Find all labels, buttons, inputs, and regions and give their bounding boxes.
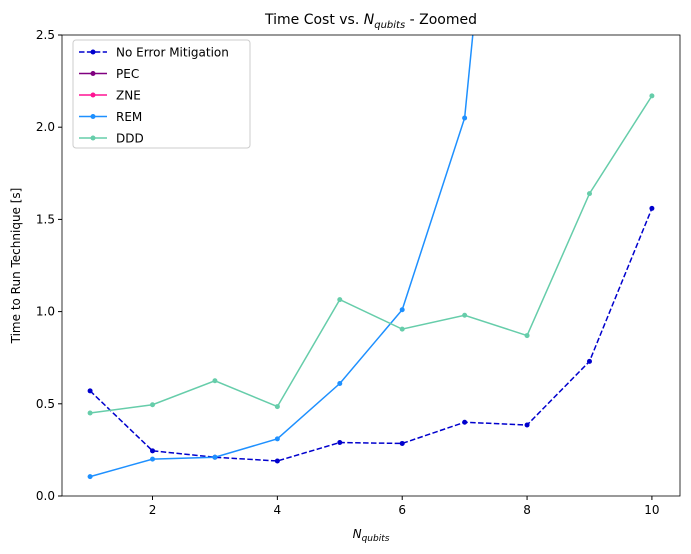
legend-marker	[90, 114, 96, 119]
title-part: N	[364, 12, 375, 28]
point	[150, 456, 156, 462]
series-line	[89, 208, 653, 462]
legend-marker	[90, 135, 96, 141]
title-part: qubits	[374, 20, 405, 31]
point	[274, 458, 280, 464]
point	[274, 436, 280, 442]
x-tick-label: 4	[274, 503, 282, 517]
x-tick-label: 10	[644, 503, 659, 517]
point	[649, 93, 655, 99]
y-tick-label: 0.5	[36, 397, 55, 411]
legend-box	[72, 39, 251, 149]
point	[337, 381, 343, 387]
x-tick-label: 6	[398, 503, 406, 517]
legend-label: PEC	[116, 67, 139, 81]
point	[87, 410, 93, 416]
point	[649, 205, 655, 211]
y-tick-label: 1.5	[36, 212, 55, 226]
series-line	[89, 35, 474, 478]
legend-label: REM	[116, 110, 142, 124]
plot-frame	[61, 34, 681, 497]
x-label-part: N	[353, 527, 362, 541]
y-tick-label: 1.0	[36, 305, 55, 319]
point	[399, 307, 405, 313]
x-tick-label: 8	[523, 503, 531, 517]
point	[586, 191, 592, 197]
legend-marker	[90, 49, 96, 55]
series-line	[89, 95, 653, 414]
point	[524, 333, 530, 339]
point	[150, 448, 156, 454]
point	[399, 326, 405, 332]
point	[87, 474, 93, 480]
point	[87, 388, 93, 394]
point	[399, 440, 405, 446]
legend-marker	[90, 92, 96, 98]
legend-marker	[90, 71, 96, 76]
y-tick-label: 2.0	[36, 120, 55, 134]
point	[150, 402, 156, 408]
point	[337, 297, 343, 303]
chart-title: Time Cost vs. Nqubits - Zoomed	[264, 12, 477, 31]
legend-label: ZNE	[116, 89, 141, 103]
point	[462, 115, 468, 121]
x-axis-label: Nqubits	[353, 527, 390, 544]
point	[337, 440, 343, 446]
y-axis-label: Time to Run Technique [s]	[9, 188, 23, 345]
point	[586, 358, 592, 364]
plot-area	[87, 35, 655, 480]
legend-label: DDD	[116, 132, 144, 146]
point	[212, 454, 218, 460]
point	[274, 404, 280, 410]
x-tick-label: 2	[149, 503, 157, 517]
point	[524, 422, 530, 428]
point	[462, 312, 468, 318]
legend-label: No Error Mitigation	[116, 46, 229, 60]
title-part: Time Cost vs.	[264, 12, 364, 28]
point	[212, 378, 218, 384]
x-label-part: qubits	[362, 534, 390, 544]
y-tick-label: 0.0	[36, 489, 55, 503]
y-tick-label: 2.5	[36, 28, 55, 42]
point	[462, 419, 468, 425]
title-part: - Zoomed	[405, 12, 477, 28]
